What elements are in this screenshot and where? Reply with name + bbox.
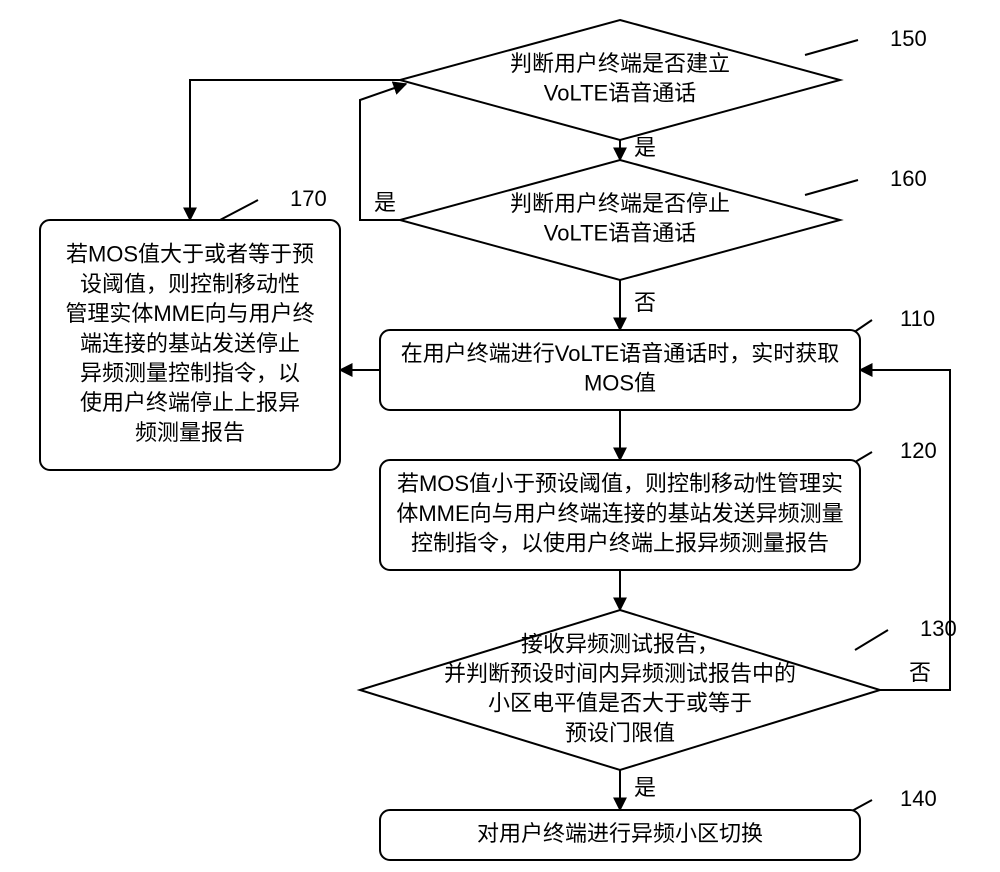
node-text: 并判断预设时间内异频测试报告中的 (444, 661, 796, 686)
ref-label: 120 (900, 438, 937, 463)
ref-label: 160 (890, 166, 927, 191)
node-text: 预设门限值 (565, 720, 675, 745)
node-text: 小区电平值是否大于或等于 (488, 691, 752, 716)
node-text: 异频测量控制指令，以 (80, 361, 300, 386)
node-text: 使用户终端停止上报异 (80, 390, 300, 415)
node-text: 在用户终端进行VoLTE语音通话时，实时获取 (401, 341, 839, 366)
node-text: 控制指令，以使用户终端上报异频测量报告 (411, 531, 829, 556)
ref-label: 130 (920, 616, 957, 641)
edge-label: 是 (634, 135, 656, 160)
leader-line (805, 180, 858, 195)
node-text: 端连接的基站发送停止 (80, 331, 300, 356)
leader-line (805, 40, 858, 55)
node-text: 频测量报告 (135, 420, 245, 445)
leader-line (855, 630, 888, 650)
ref-label: 150 (890, 26, 927, 51)
node-text: 判断用户终端是否建立 (510, 51, 730, 76)
node-text: 接收异频测试报告， (521, 631, 719, 656)
leader-line (220, 200, 258, 220)
node-text: VoLTE语音通话 (544, 221, 696, 246)
node-text: 体MME向与用户终端连接的基站发送异频测量 (396, 501, 843, 526)
node-text: MOS值 (584, 371, 656, 396)
ref-label: 170 (290, 186, 327, 211)
node-text: 管理实体MME向与用户终 (65, 301, 314, 326)
edge-label: 是 (374, 190, 396, 215)
edge-label: 否 (909, 660, 931, 685)
node-text: 判断用户终端是否停止 (510, 191, 730, 216)
ref-label: 140 (900, 786, 937, 811)
node-text: VoLTE语音通话 (544, 81, 696, 106)
edge-label: 是 (634, 775, 656, 800)
node-text: 若MOS值大于或者等于预 (66, 242, 314, 267)
node-text: 设阈值，则控制移动性 (80, 271, 300, 296)
node-text: 对用户终端进行异频小区切换 (477, 821, 763, 846)
edge (860, 370, 950, 690)
edge-label: 否 (634, 290, 656, 315)
node-text: 若MOS值小于预设阈值，则控制移动性管理实 (397, 471, 843, 496)
ref-label: 110 (900, 306, 935, 331)
